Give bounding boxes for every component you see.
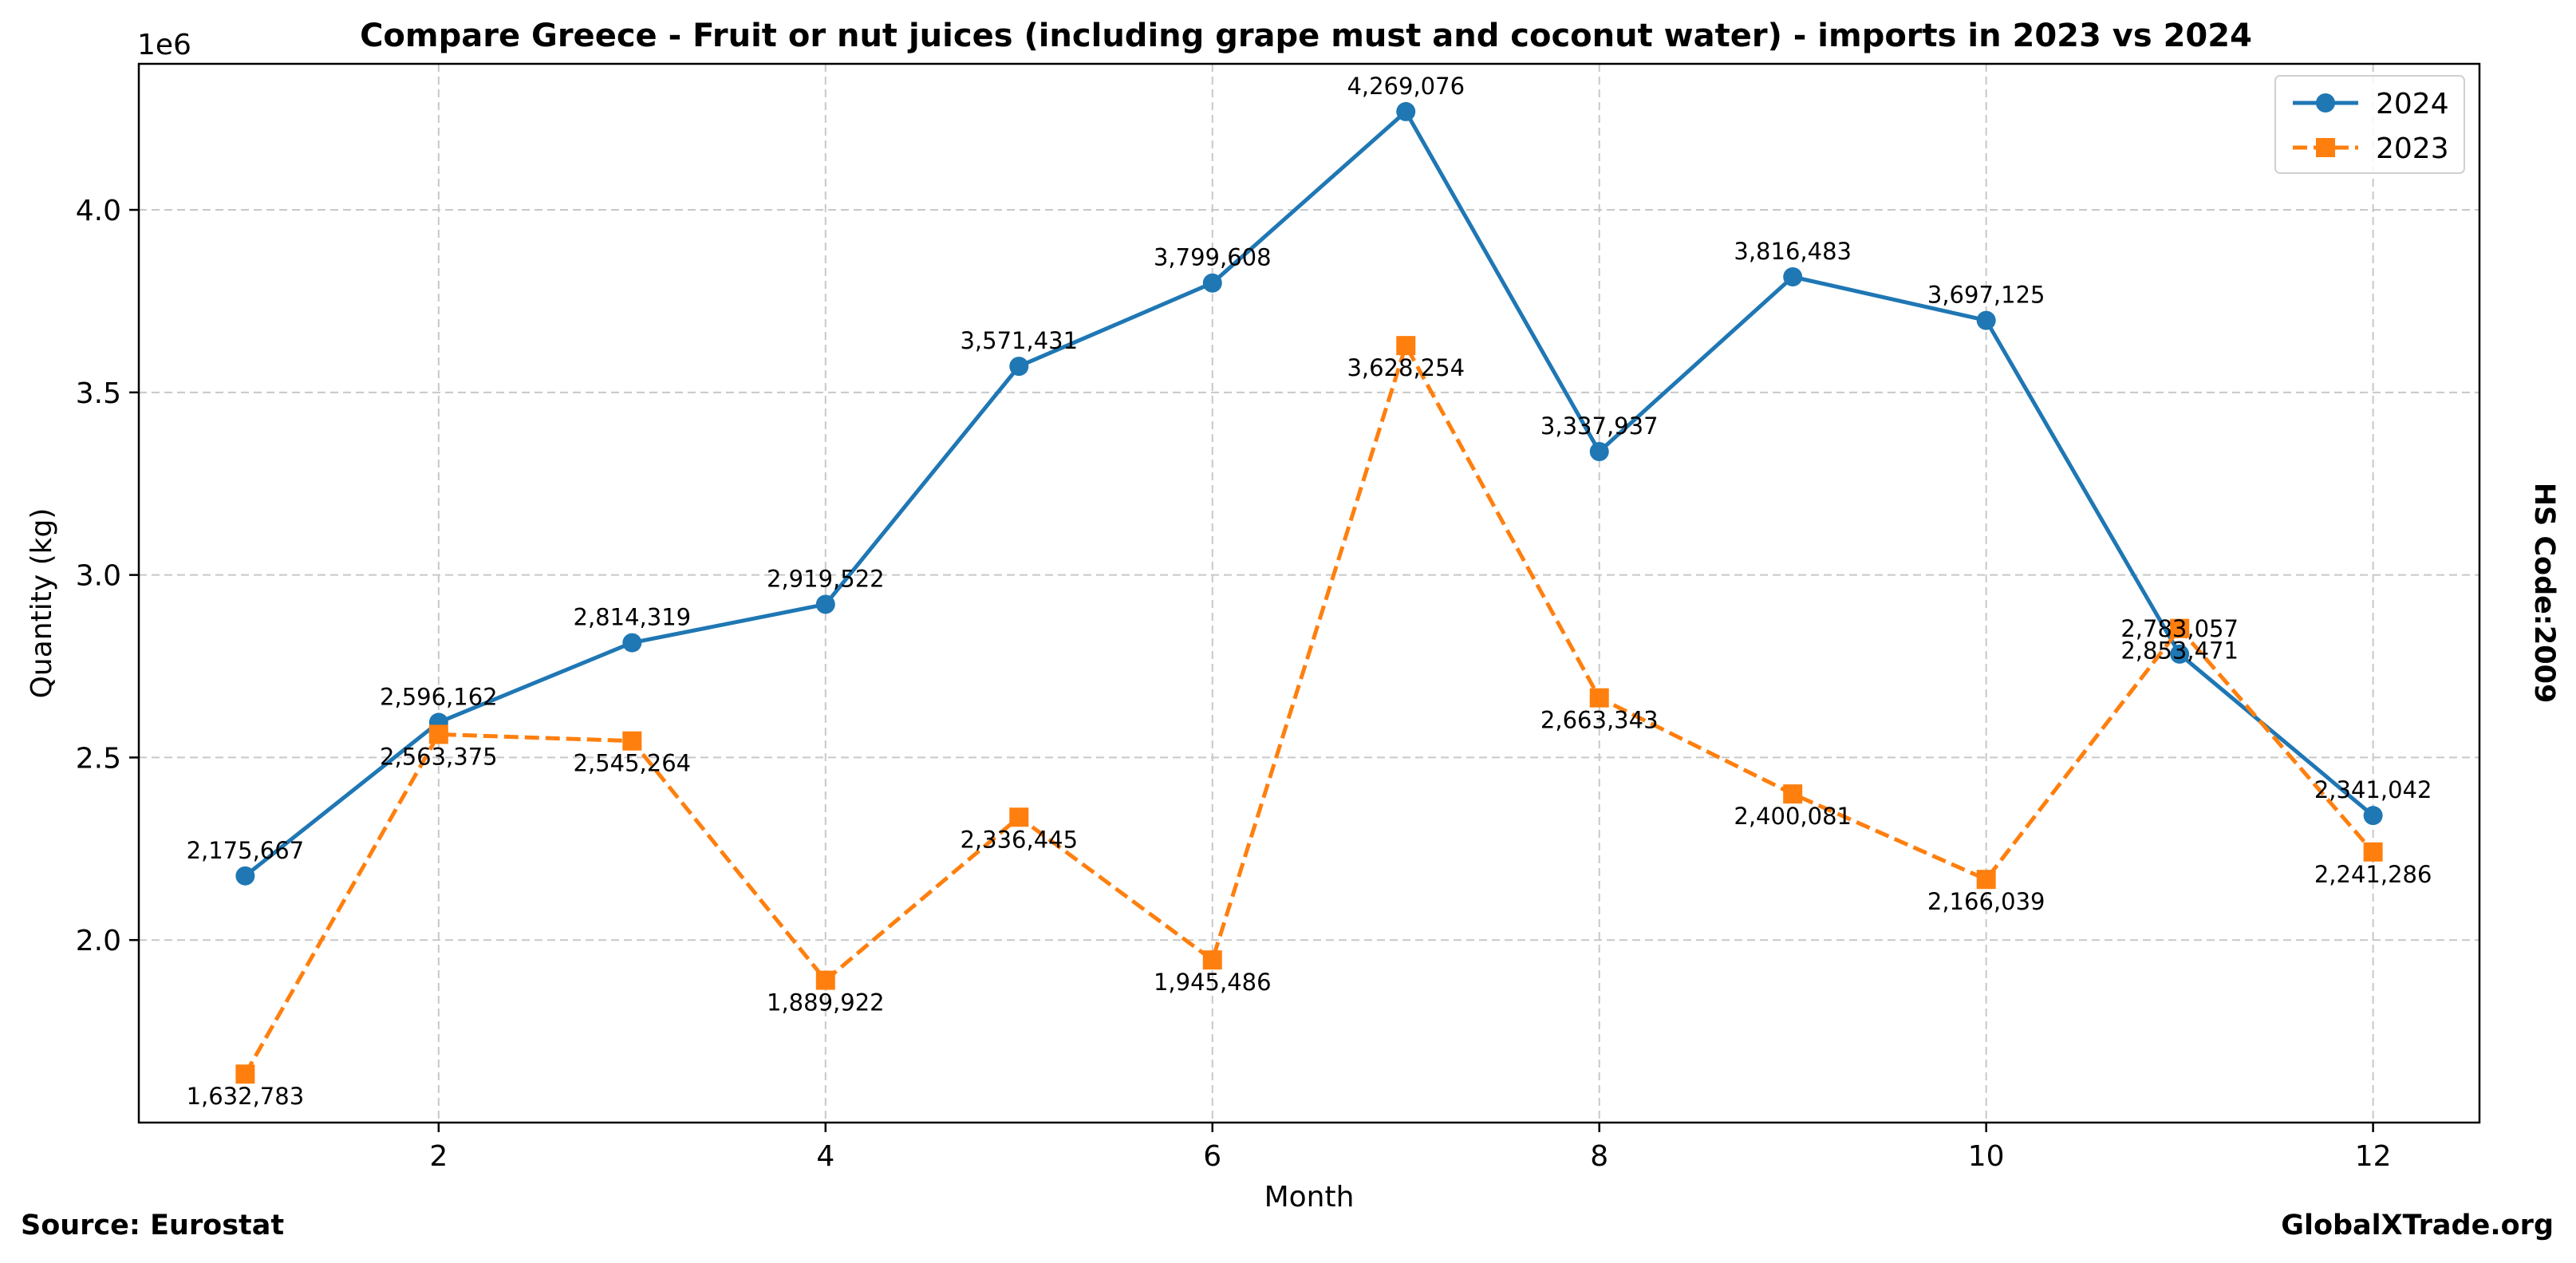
y-tick-label: 3.5 xyxy=(76,377,121,410)
data-point xyxy=(235,866,255,886)
y-tick-label: 2.0 xyxy=(76,925,121,957)
data-label: 2,545,264 xyxy=(574,750,692,777)
y-axis-label: Quantity (kg) xyxy=(26,508,58,699)
grid xyxy=(139,64,2479,1123)
data-point xyxy=(1976,310,1996,330)
data-labels: 2,175,667 2,596,162 2,814,319 2,919,522 3,57… xyxy=(187,73,2432,1110)
legend-swatch-marker xyxy=(2316,138,2335,157)
legend-label: 2024 xyxy=(2376,88,2449,120)
brand-note: GlobalXTrade.org xyxy=(2281,1210,2554,1241)
data-point xyxy=(2363,806,2383,826)
data-label: 1,889,922 xyxy=(767,989,885,1016)
data-label: 2,814,319 xyxy=(574,604,692,631)
y-tick-label: 4.0 xyxy=(76,195,121,227)
x-tick-label: 2 xyxy=(429,1140,448,1173)
data-point xyxy=(1396,336,1416,356)
series-2023 xyxy=(235,336,2383,1084)
data-label: 3,816,483 xyxy=(1734,238,1852,265)
data-label: 3,337,937 xyxy=(1540,412,1659,440)
legend-label: 2023 xyxy=(2376,132,2449,165)
data-point xyxy=(1009,357,1029,377)
y-axis-offset-label: 1e6 xyxy=(137,29,191,61)
data-label: 2,241,286 xyxy=(2314,861,2432,888)
chart-title: Compare Greece - Fruit or nut juices (in… xyxy=(360,18,2252,54)
x-axis-label: Month xyxy=(1264,1181,1355,1214)
y-tick-label: 2.5 xyxy=(76,742,121,775)
data-point xyxy=(815,970,835,990)
data-label: 1,632,783 xyxy=(187,1083,305,1110)
data-label: 3,697,125 xyxy=(1927,282,2045,309)
data-label: 2,663,343 xyxy=(1540,707,1659,734)
series-line-2023 xyxy=(243,343,2375,1076)
plot-frame xyxy=(137,62,2481,1124)
y-tick-label: 3.0 xyxy=(76,560,121,593)
hs-code-note: HS Code:2009 xyxy=(2528,483,2560,704)
data-point xyxy=(1202,950,1222,970)
data-label: 3,628,254 xyxy=(1347,354,1465,381)
data-point xyxy=(1589,688,1609,708)
x-tick-label: 12 xyxy=(2355,1140,2392,1173)
legend-item-2024: 2024 xyxy=(2293,88,2449,120)
data-point xyxy=(1202,273,1222,293)
series-2024 xyxy=(235,101,2383,886)
data-label: 2,400,081 xyxy=(1734,803,1852,830)
data-point xyxy=(2170,618,2190,638)
data-point xyxy=(1783,784,1803,804)
data-label: 2,175,667 xyxy=(187,837,305,864)
data-point xyxy=(2363,842,2383,862)
data-point xyxy=(815,594,835,614)
data-label: 2,596,162 xyxy=(380,683,498,710)
x-tick-label: 8 xyxy=(1590,1140,1608,1173)
axes: 2 4 6 8 10 12 2.0 2.5 3.0 3.5 4.0 xyxy=(76,62,2481,1173)
data-label: 2,166,039 xyxy=(1927,888,2045,915)
data-label: 2,341,042 xyxy=(2314,776,2432,803)
data-point xyxy=(622,633,642,653)
data-point xyxy=(622,731,642,751)
x-tick-label: 10 xyxy=(1968,1140,2005,1173)
data-point xyxy=(1976,870,1996,890)
legend-item-2023: 2023 xyxy=(2293,132,2449,165)
data-label: 1,945,486 xyxy=(1154,969,1272,996)
data-point xyxy=(2170,644,2190,664)
data-point xyxy=(1783,267,1803,287)
legend: 2024 2023 xyxy=(2274,75,2465,174)
data-point xyxy=(1589,441,1609,461)
source-note: Source: Eurostat xyxy=(21,1210,284,1241)
data-label: 3,799,608 xyxy=(1154,244,1272,271)
data-label: 2,336,445 xyxy=(960,826,1078,853)
data-point xyxy=(1009,807,1029,827)
legend-swatch-marker xyxy=(2316,93,2335,112)
data-label: 2,783,057 xyxy=(2120,615,2239,642)
data-label: 2,563,375 xyxy=(380,743,498,770)
data-label: 2,919,522 xyxy=(767,565,885,592)
x-tick-label: 4 xyxy=(816,1140,834,1173)
data-label: 2,853,471 xyxy=(2120,637,2239,665)
x-tick-label: 6 xyxy=(1203,1140,1221,1173)
series-lines xyxy=(235,101,2383,1084)
data-point xyxy=(428,724,448,744)
data-point xyxy=(1396,101,1416,121)
data-point xyxy=(235,1064,255,1084)
series-line-2024 xyxy=(243,109,2375,878)
data-label: 4,269,076 xyxy=(1347,73,1465,100)
data-label: 3,571,431 xyxy=(960,327,1078,354)
